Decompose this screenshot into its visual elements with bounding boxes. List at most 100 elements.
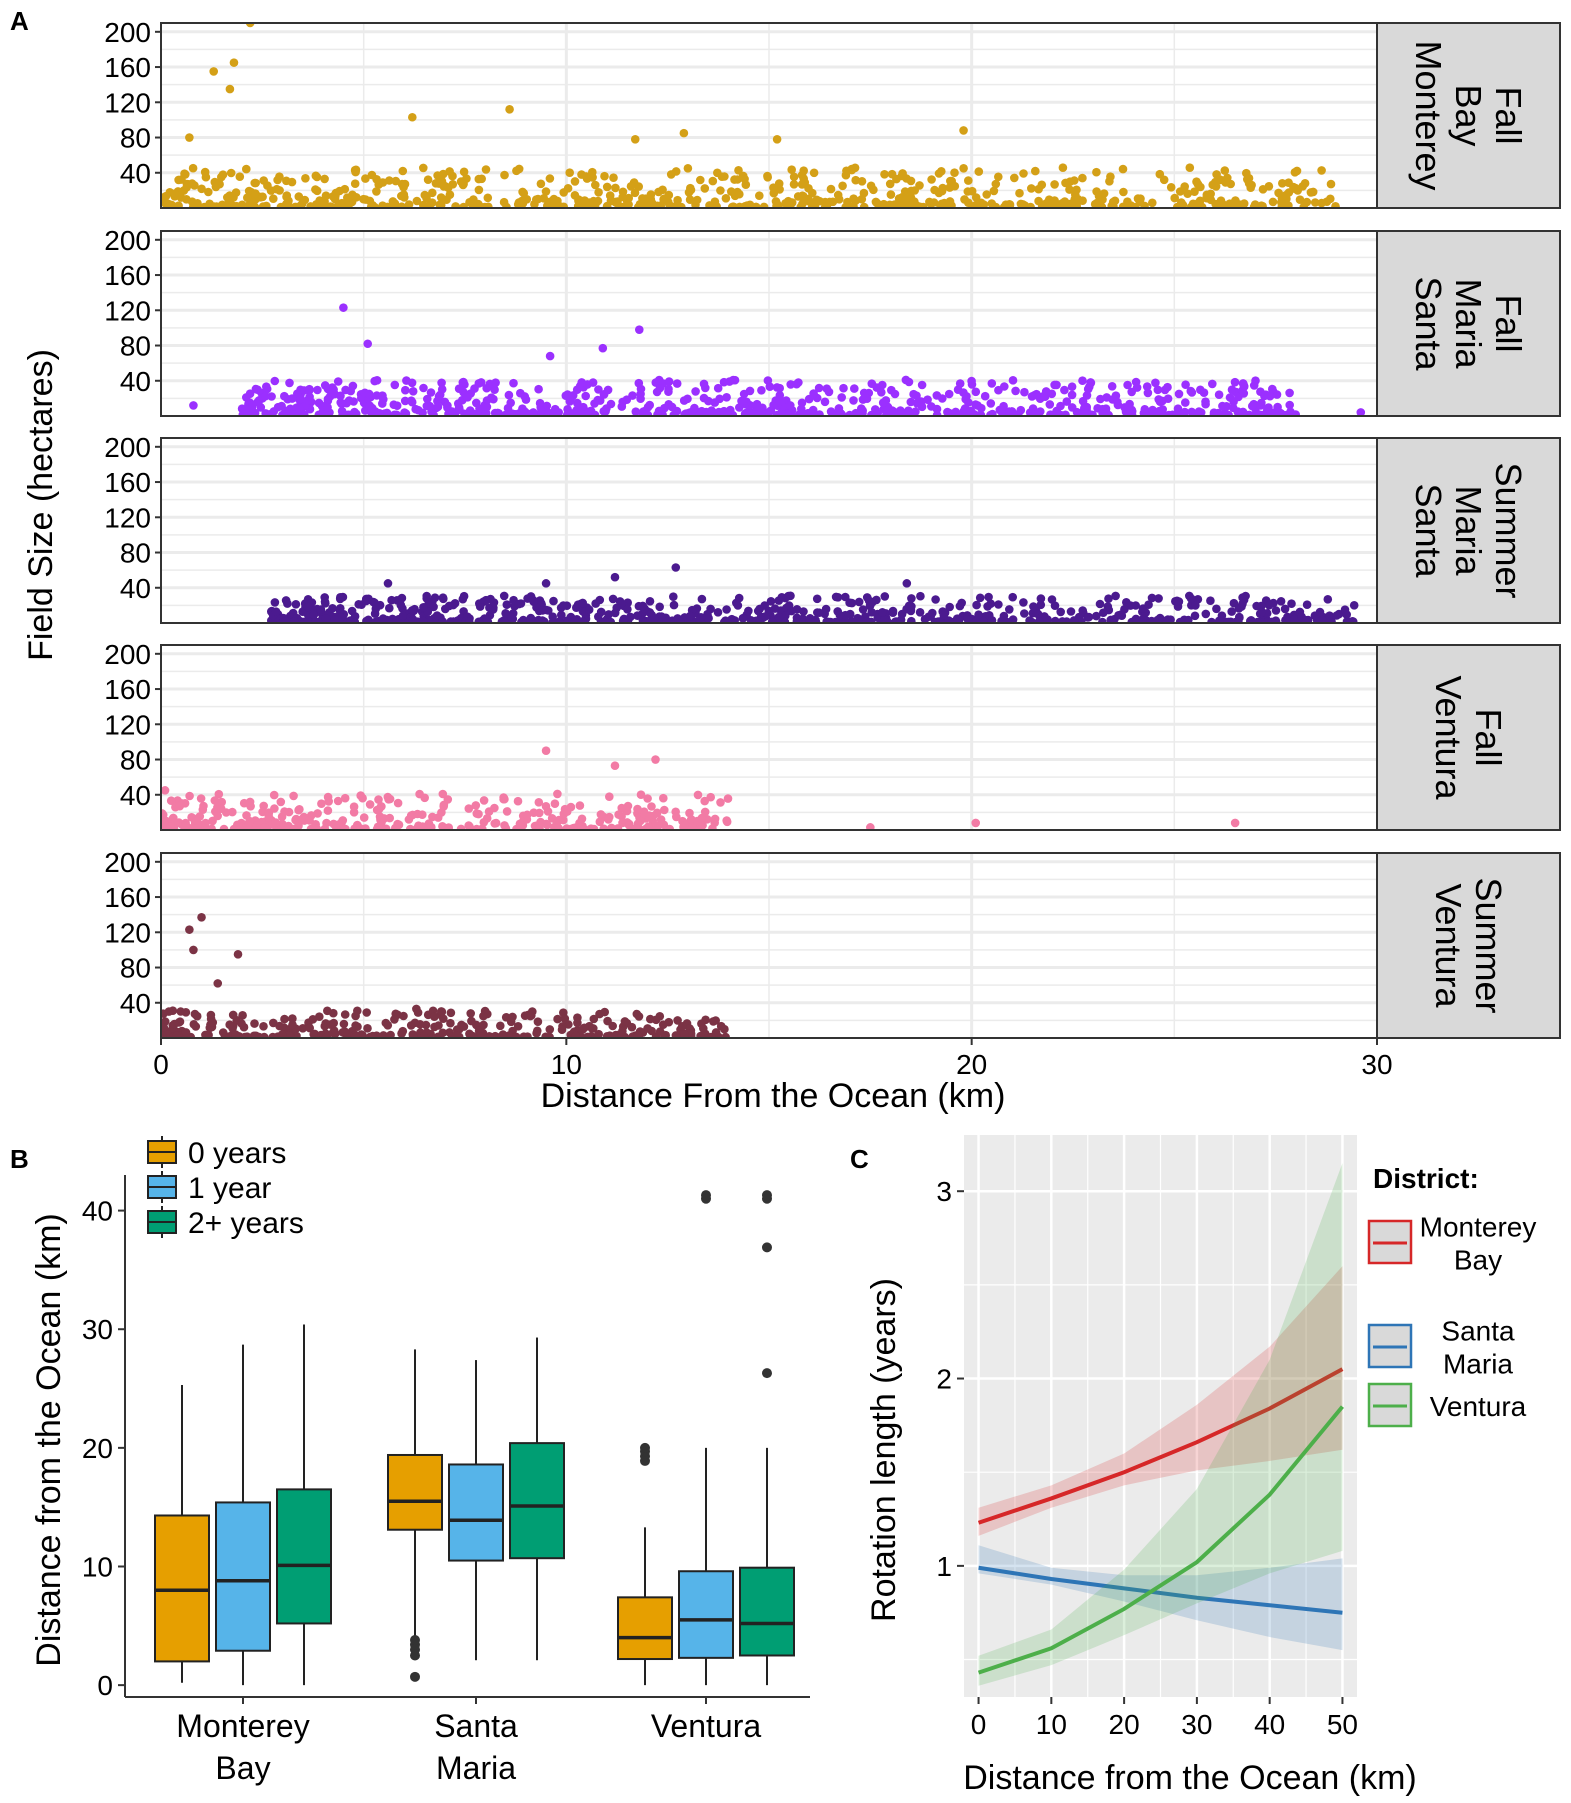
scatter-point (1252, 601, 1261, 611)
y-tick-label: 80 (120, 123, 151, 154)
scatter-point (496, 1021, 505, 1031)
scatter-point (1298, 182, 1307, 191)
scatter-point (1148, 405, 1157, 415)
scatter-point (711, 409, 721, 416)
y-tick-label: 80 (120, 331, 151, 362)
scatter-point (383, 1021, 393, 1030)
scatter-point (1050, 196, 1059, 205)
y-tick-label: 10 (82, 1552, 113, 1583)
scatter-point (196, 794, 206, 803)
scatter-point (634, 325, 644, 334)
scatter-point (611, 183, 620, 193)
scatter-point (529, 808, 539, 817)
scatter-point (1106, 172, 1115, 181)
scatter-point (866, 823, 875, 830)
scatter-point (1062, 397, 1072, 406)
scatter-point (201, 1030, 210, 1038)
scatter-point (745, 409, 755, 416)
scatter-point (451, 202, 460, 208)
scatter-point (166, 822, 175, 830)
scatter-point (890, 389, 900, 399)
scatter-point (634, 378, 644, 388)
scatter-point (1317, 198, 1326, 208)
scatter-point (963, 187, 973, 196)
scatter-point (700, 807, 710, 817)
scatter-point (831, 592, 841, 602)
confidence-ribbon (978, 1545, 1343, 1651)
scatter-point (1025, 616, 1034, 623)
x-tick-label: 0 (153, 1049, 169, 1080)
scatter-point (571, 1031, 580, 1038)
facet-2: 40 80 120 160 200 Santa Maria Summer (104, 432, 1561, 624)
scatter-point (330, 194, 340, 204)
scatter-point (610, 608, 620, 618)
scatter-point (1005, 605, 1014, 614)
scatter-point (826, 184, 836, 194)
scatter-point (482, 383, 492, 393)
scatter-point (971, 201, 980, 208)
scatter-point (311, 617, 320, 623)
facet-0: 40 80 120 160 200 Monterey Bay Fall (104, 17, 1561, 209)
scatter-point (1131, 614, 1141, 623)
scatter-point (792, 617, 802, 623)
scatter-point (262, 382, 271, 392)
scatter-point (231, 188, 241, 197)
scatter-point (229, 58, 239, 67)
scatter-point (1143, 388, 1153, 398)
scatter-point (389, 400, 399, 410)
scatter-point (666, 170, 676, 179)
scatter-point (1265, 391, 1275, 401)
scatter-point (886, 190, 896, 199)
x-tick-label: 40 (1254, 1709, 1285, 1740)
scatter-point (872, 410, 881, 416)
scatter-point (345, 198, 355, 207)
scatter-point (354, 600, 364, 609)
scatter-point (713, 608, 723, 617)
box-iqr (215, 1501, 271, 1652)
scatter-point (237, 200, 247, 208)
scatter-point (652, 387, 662, 397)
scatter-point (297, 815, 307, 824)
scatter-point (1175, 617, 1185, 623)
scatter-point (1227, 385, 1237, 395)
scatter-point (260, 823, 270, 830)
scatter-point (298, 1024, 308, 1033)
scatter-point (1272, 390, 1282, 399)
scatter-point (1248, 617, 1258, 623)
scatter-point (964, 398, 973, 407)
scatter-point (927, 175, 936, 184)
scatter-point (554, 824, 563, 830)
scatter-point (374, 804, 384, 814)
scatter-point (945, 602, 954, 612)
scatter-point (839, 383, 848, 393)
scatter-point (1050, 180, 1059, 189)
scatter-point (955, 601, 965, 611)
scatter-point (175, 801, 184, 811)
scatter-point (187, 179, 197, 188)
box-iqr (739, 1566, 795, 1657)
scatter-point (1036, 594, 1046, 603)
scatter-point (589, 1014, 599, 1024)
scatter-point (774, 612, 784, 622)
scatter-point (1234, 617, 1243, 623)
scatter-point (242, 164, 251, 174)
scatter-point (588, 378, 598, 387)
scatter-point (604, 610, 613, 619)
scatter-point (534, 798, 544, 807)
scatter-point (553, 1014, 562, 1024)
scatter-point (289, 791, 298, 801)
scatter-point (930, 617, 940, 623)
scatter-point (515, 819, 525, 829)
scatter-point (385, 813, 395, 823)
scatter-point (710, 398, 720, 407)
scatter-point (320, 593, 330, 602)
scatter-point (241, 405, 250, 414)
scatter-point (324, 797, 334, 806)
scatter-point (385, 176, 394, 185)
scatter-point (660, 1032, 669, 1038)
scatter-point (1035, 616, 1044, 623)
scatter-point (584, 407, 593, 416)
y-tick-label: 1 (936, 1551, 952, 1582)
scatter-point (400, 396, 410, 406)
scatter-point (419, 383, 428, 393)
